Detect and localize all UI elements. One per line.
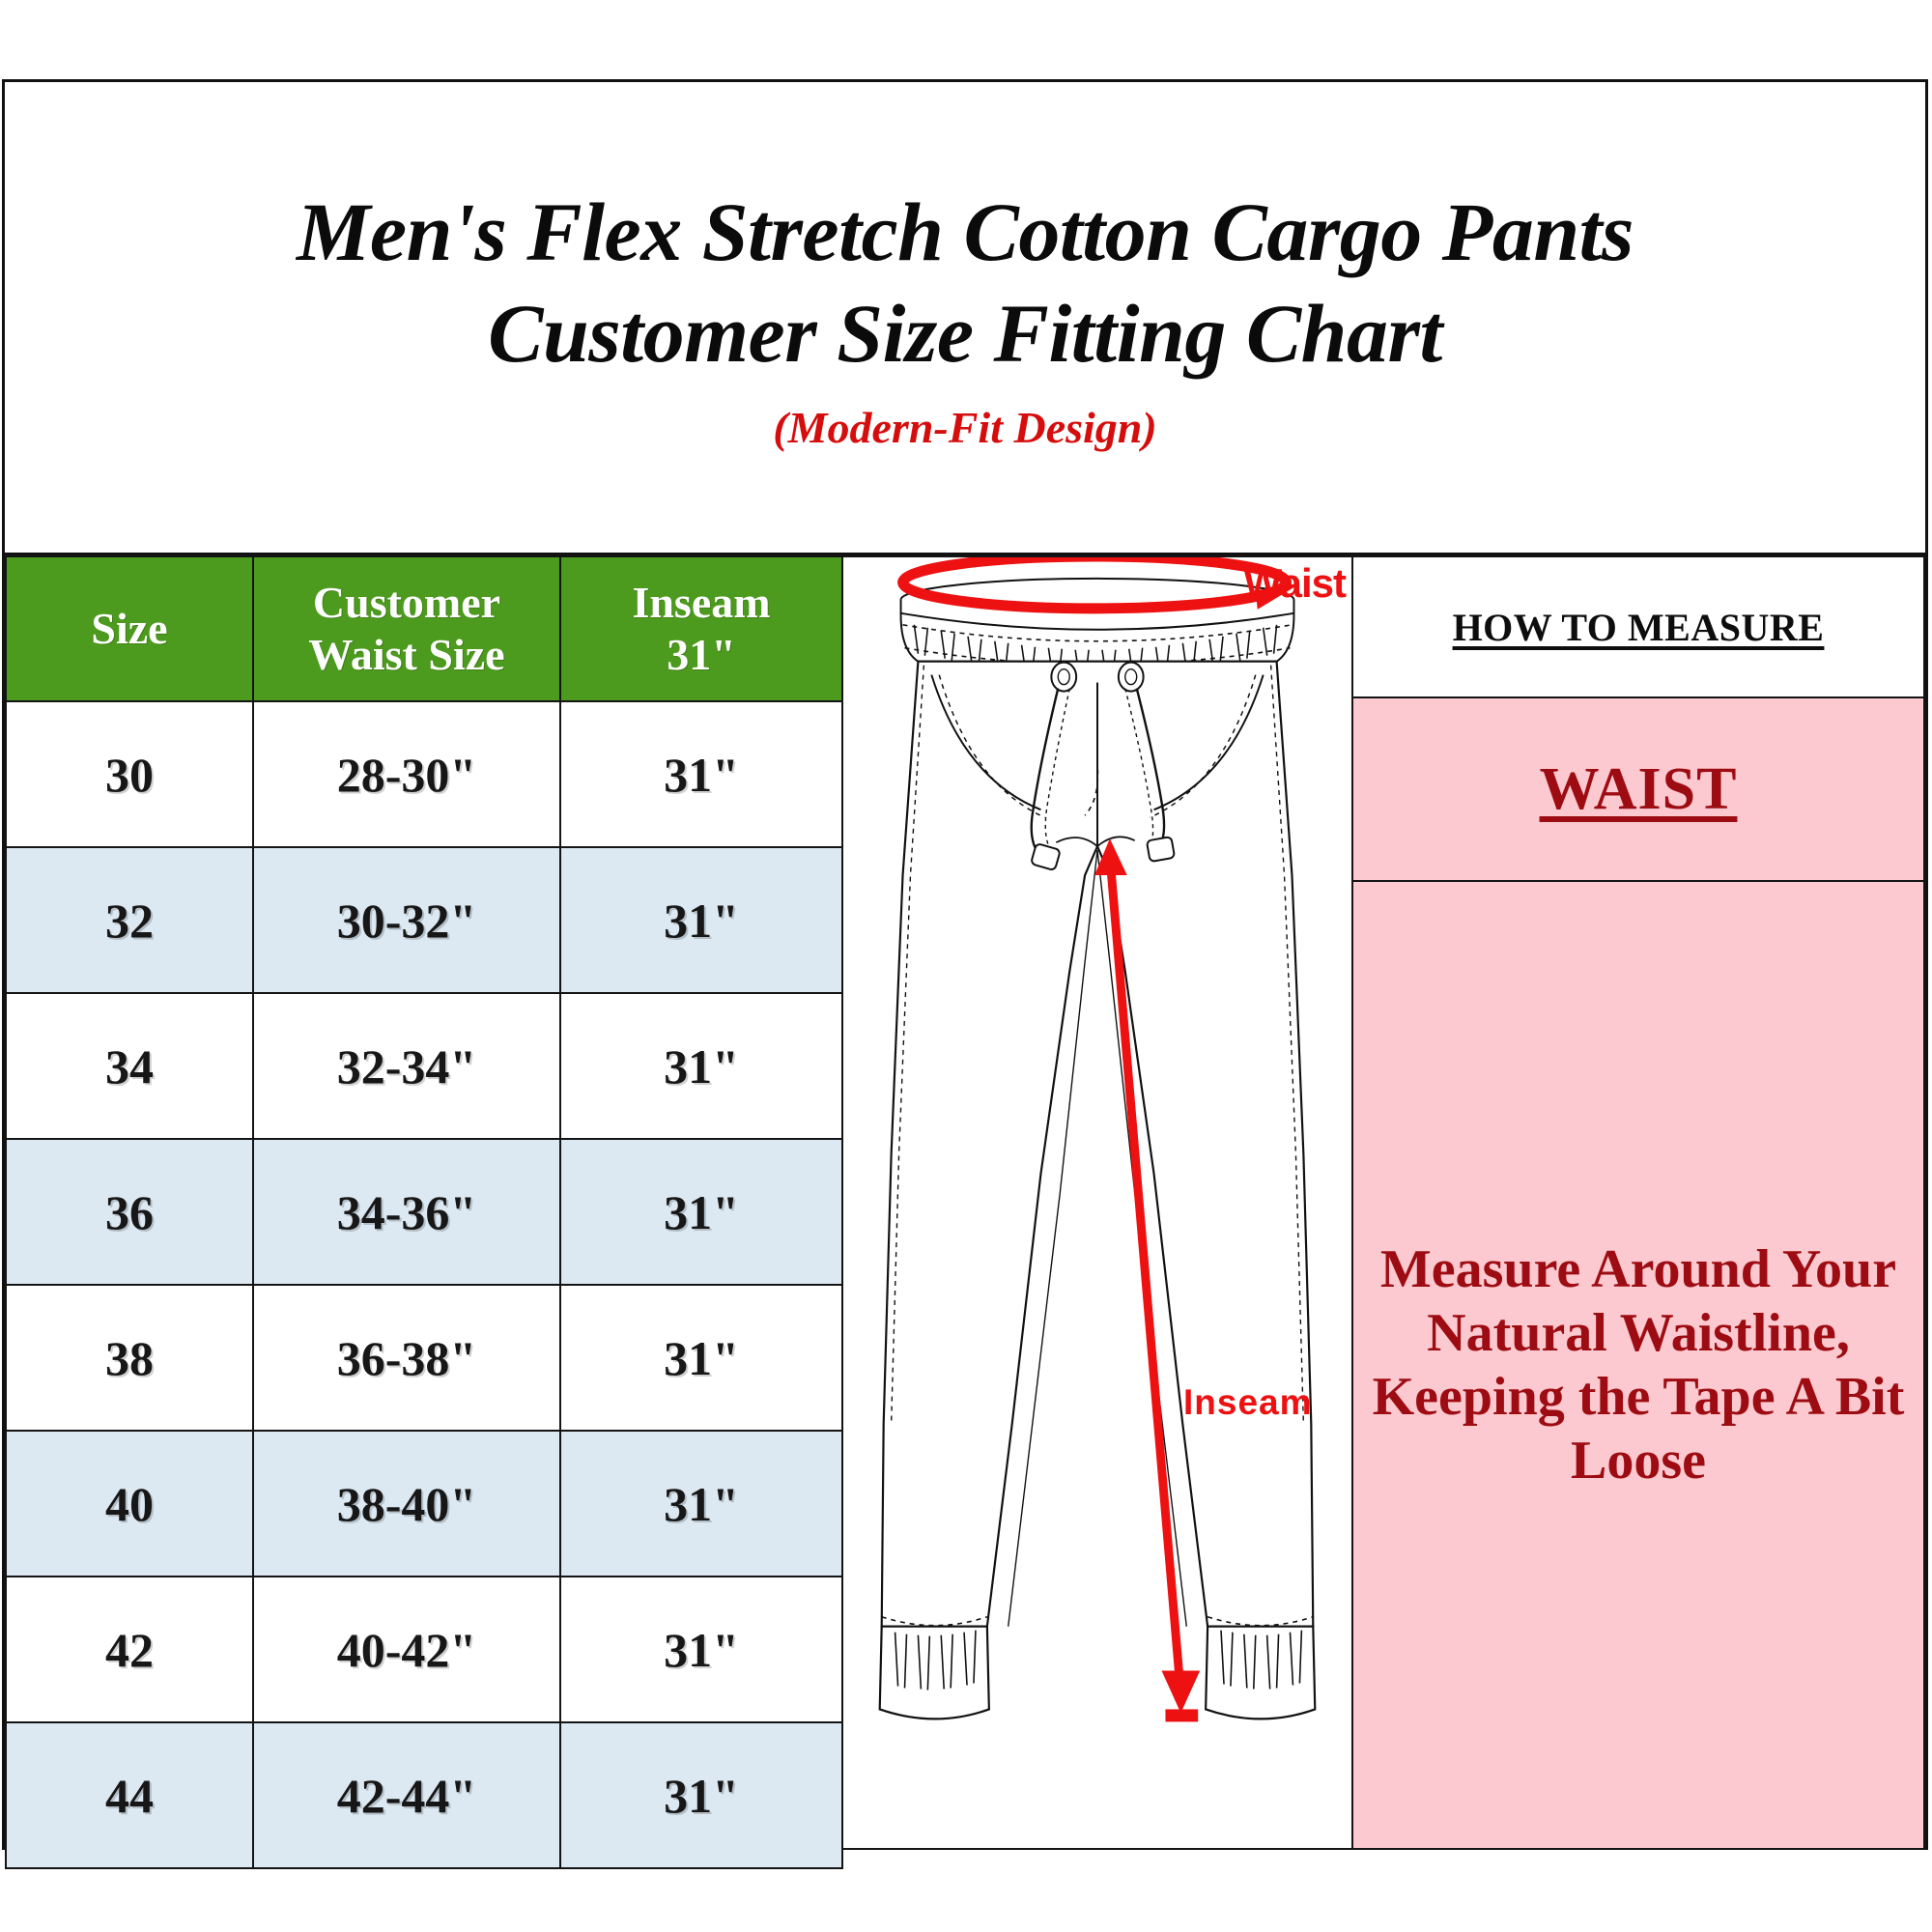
- page-subtitle: (Modern-Fit Design): [773, 402, 1157, 452]
- column-header-inseam-line-1: Inseam: [632, 577, 771, 627]
- cell-waist: 38-40": [252, 1430, 561, 1577]
- table-row: 40 38-40" 31": [5, 1430, 843, 1577]
- waist-section-header: WAIST: [1353, 698, 1925, 882]
- table-row: 38 36-38" 31": [5, 1284, 843, 1432]
- how-to-measure-header: HOW TO MEASURE: [1353, 555, 1925, 698]
- cell-inseam: 31": [559, 1576, 843, 1723]
- cell-size: 42: [5, 1576, 254, 1723]
- cell-waist: 28-30": [252, 700, 561, 848]
- cell-waist: 36-38": [252, 1284, 561, 1432]
- inseam-annotation-label: Inseam: [1183, 1382, 1313, 1422]
- pants-diagram-panel: Waist Inseam: [841, 555, 1353, 1850]
- pants-technical-drawing-icon: [878, 557, 1317, 1722]
- cell-inseam: 31": [559, 1721, 843, 1869]
- cell-inseam: 31": [559, 846, 843, 994]
- waist-measure-annotation: [897, 557, 1296, 614]
- size-table: Size Customer Waist Size Inseam 31": [5, 555, 843, 1869]
- how-to-measure-column: HOW TO MEASURE WAIST Measure Around Your…: [1353, 555, 1925, 1850]
- cell-inseam: 31": [559, 1284, 843, 1432]
- column-header-waist-line-1: Customer: [312, 577, 501, 627]
- title-band: Men's Flex Stretch Cotton Cargo Pants Cu…: [5, 82, 1925, 555]
- column-header-size: Size: [5, 555, 254, 702]
- waist-instruction-text: Measure Around Your Natural Waistline, K…: [1372, 1238, 1905, 1492]
- cell-waist: 32-34": [252, 992, 561, 1140]
- waist-instruction-panel: Measure Around Your Natural Waistline, K…: [1353, 882, 1925, 1850]
- waist-section-title: WAIST: [1539, 755, 1738, 822]
- column-header-customer-waist-size: Customer Waist Size: [252, 555, 561, 702]
- chart-body: Size Customer Waist Size Inseam 31": [5, 555, 1925, 1869]
- page-title-line-2: Customer Size Fitting Chart: [488, 287, 1442, 380]
- size-table-body: 30 28-30" 31" 32 30-32" 31" 34 32-34": [5, 700, 843, 1869]
- size-chart-frame: Men's Flex Stretch Cotton Cargo Pants Cu…: [2, 79, 1928, 1869]
- cell-inseam: 31": [559, 1430, 843, 1577]
- cell-waist: 42-44": [252, 1721, 561, 1869]
- column-header-inseam: Inseam 31": [559, 555, 843, 702]
- inseam-measure-annotation: [1094, 838, 1201, 1722]
- column-header-waist-line-2: Waist Size: [308, 630, 505, 679]
- cell-size: 32: [5, 846, 254, 994]
- cell-inseam: 31": [559, 992, 843, 1140]
- how-to-measure-heading-text: HOW TO MEASURE: [1452, 605, 1825, 649]
- cell-inseam: 31": [559, 1138, 843, 1286]
- waist-annotation-label: Waist: [1243, 560, 1347, 606]
- size-table-container: Size Customer Waist Size Inseam 31": [5, 555, 843, 1869]
- table-row: 44 42-44" 31": [5, 1721, 843, 1869]
- cell-inseam: 31": [559, 700, 843, 848]
- table-row: 36 34-36" 31": [5, 1138, 843, 1286]
- cell-size: 40: [5, 1430, 254, 1577]
- column-header-inseam-line-2: 31": [667, 630, 736, 679]
- cell-size: 34: [5, 992, 254, 1140]
- cell-size: 38: [5, 1284, 254, 1432]
- size-table-head: Size Customer Waist Size Inseam 31": [5, 555, 843, 702]
- cell-size: 44: [5, 1721, 254, 1869]
- table-row: 32 30-32" 31": [5, 846, 843, 994]
- cell-size: 30: [5, 700, 254, 848]
- cell-waist: 30-32": [252, 846, 561, 994]
- page-title-line-1: Men's Flex Stretch Cotton Cargo Pants: [296, 185, 1634, 279]
- table-row: 30 28-30" 31": [5, 700, 843, 848]
- cell-waist: 34-36": [252, 1138, 561, 1286]
- cell-size: 36: [5, 1138, 254, 1286]
- cell-waist: 40-42": [252, 1576, 561, 1723]
- table-row: 34 32-34" 31": [5, 992, 843, 1140]
- table-header-row: Size Customer Waist Size Inseam 31": [5, 555, 843, 702]
- table-row: 42 40-42" 31": [5, 1576, 843, 1723]
